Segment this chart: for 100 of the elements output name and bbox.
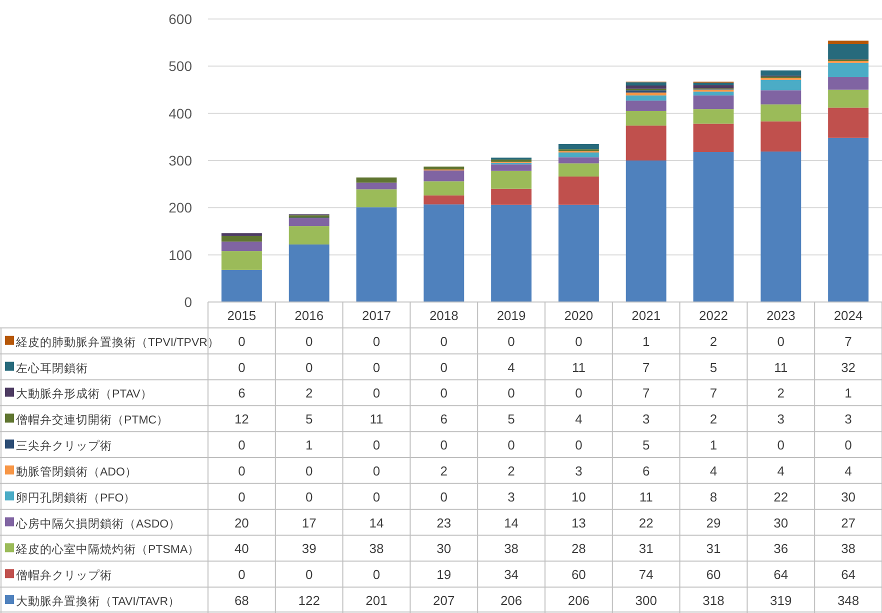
x-tick-label: 2023 [766, 308, 796, 323]
bar [491, 170, 532, 189]
data-label: 4 [844, 463, 852, 478]
bar [760, 70, 802, 76]
data-label: 23 [436, 515, 452, 530]
data-label: 64 [774, 567, 788, 582]
data-label: 2 [508, 463, 515, 478]
legend-label: 僧帽弁交連切開術（PTMC） [16, 412, 169, 427]
x-tick-label: 2021 [632, 308, 661, 323]
data-label: 0 [440, 360, 448, 375]
x-tick-label: 2018 [429, 308, 458, 323]
legend-label: 左心耳閉鎖術 [16, 360, 88, 375]
bar [424, 170, 464, 182]
data-label: 5 [642, 438, 650, 453]
bar [760, 121, 802, 152]
legend-label: 大動脈弁形成術（PTAV） [16, 388, 152, 401]
data-label: 6 [238, 386, 246, 401]
bar [626, 92, 666, 96]
data-label: 60 [706, 567, 721, 582]
bar [760, 80, 802, 90]
y-tick-label: 400 [168, 105, 192, 122]
bar [356, 182, 397, 190]
bar [626, 126, 666, 160]
data-label: 36 [774, 541, 788, 556]
bar [424, 195, 464, 204]
bar [356, 177, 397, 183]
data-label: 0 [777, 438, 785, 453]
bar [626, 100, 666, 111]
data-label: 64 [841, 567, 856, 582]
data-label: 0 [372, 567, 380, 582]
bar [491, 188, 532, 205]
legend-label: 心房中隔欠損閉鎖術（ASDO） [15, 516, 181, 530]
data-label: 4 [575, 412, 582, 427]
data-label: 0 [238, 463, 246, 478]
data-label: 0 [305, 567, 313, 582]
bar [491, 164, 532, 171]
data-label: 0 [238, 360, 246, 375]
y-tick-label: 200 [168, 200, 192, 216]
bar [288, 215, 330, 218]
data-label: 30 [841, 489, 856, 504]
bar [626, 160, 666, 302]
data-label: 30 [436, 541, 452, 556]
data-label: 22 [774, 489, 788, 504]
data-label: 8 [710, 489, 718, 504]
data-label: 0 [238, 567, 246, 582]
data-label: 2 [777, 386, 785, 401]
legend-label: 僧帽弁クリップ術 [16, 568, 112, 582]
data-label: 7 [710, 386, 718, 401]
data-label: 2 [440, 463, 448, 478]
bar [558, 152, 599, 158]
bar [356, 207, 397, 302]
bar [693, 92, 734, 96]
data-label: 74 [638, 567, 654, 582]
y-tick-label: 500 [168, 58, 192, 74]
data-label: 2 [305, 386, 313, 401]
bar [558, 163, 599, 177]
data-label: 0 [508, 438, 515, 453]
data-label: 28 [571, 541, 586, 556]
data-label: 29 [706, 515, 721, 530]
data-label: 4 [710, 463, 718, 478]
bar [693, 85, 734, 88]
bar [221, 251, 262, 270]
bar [760, 104, 802, 122]
data-label: 14 [369, 515, 384, 530]
data-label: 32 [841, 360, 856, 375]
bar [760, 152, 802, 302]
data-label: 5 [305, 412, 313, 427]
data-label: 206 [500, 593, 522, 608]
data-label: 6 [642, 463, 650, 478]
data-label: 0 [508, 386, 515, 401]
bar [828, 44, 869, 60]
data-label: 5 [710, 360, 718, 375]
bar [221, 233, 262, 236]
data-label: 0 [238, 334, 246, 349]
bar [288, 218, 330, 226]
data-label: 60 [571, 567, 586, 582]
bar [424, 181, 464, 196]
bar [828, 62, 869, 78]
legend-label: 経皮的心室中隔焼灼術（PTSMA） [15, 542, 200, 556]
x-tick-label: 2020 [564, 308, 594, 323]
data-label: 0 [575, 386, 582, 401]
bar [221, 236, 262, 242]
data-label: 30 [774, 515, 788, 530]
data-label: 2 [710, 412, 718, 427]
data-label: 19 [436, 567, 452, 582]
data-label: 20 [234, 515, 249, 530]
legend-label: 経皮的肺動脈弁置換術（TPVI/TPVR） [15, 336, 220, 349]
legend-label: 大動脈弁置換術（TAVI/TAVR） [16, 595, 180, 608]
data-label: 0 [575, 438, 582, 453]
data-label: 11 [774, 360, 788, 375]
bar [558, 157, 599, 164]
data-label: 122 [298, 593, 320, 608]
data-label: 0 [305, 360, 313, 375]
data-label: 0 [372, 438, 380, 453]
bar [626, 110, 666, 126]
bar [828, 138, 869, 302]
data-label: 3 [508, 489, 515, 504]
y-tick-label: 300 [168, 152, 192, 168]
data-label: 14 [504, 515, 519, 530]
bar [491, 204, 532, 302]
